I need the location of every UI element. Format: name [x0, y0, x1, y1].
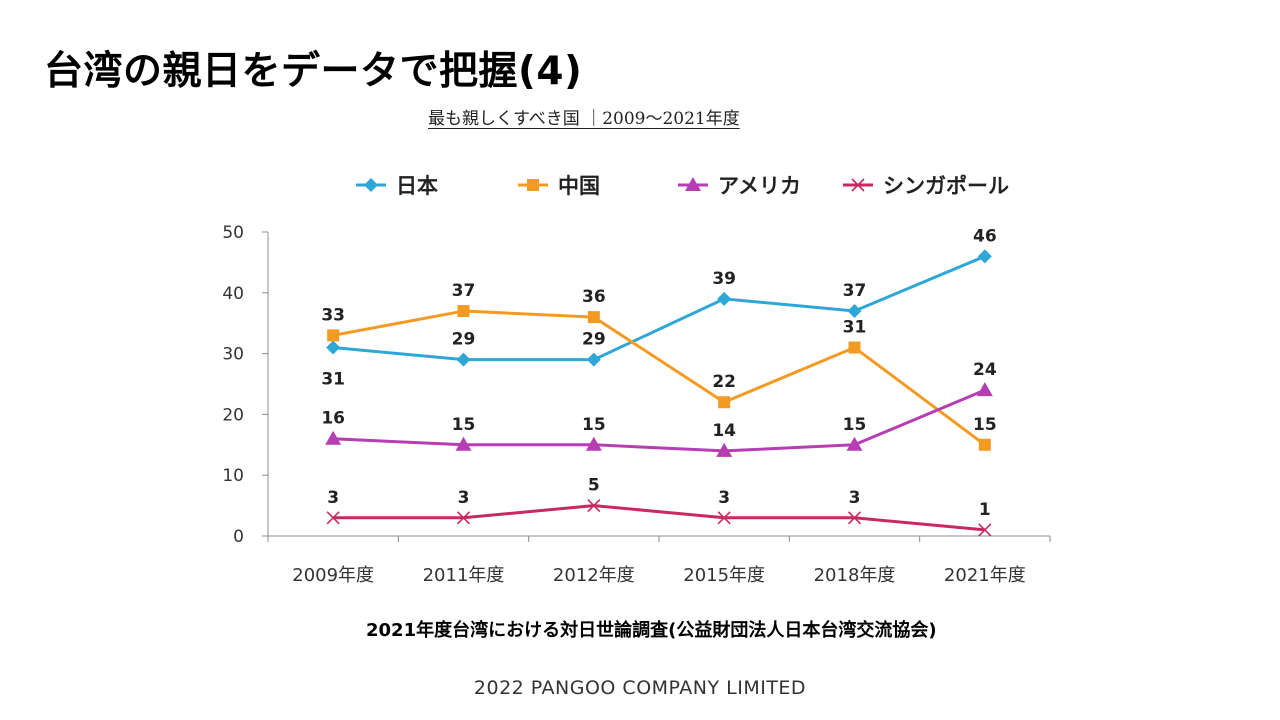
legend-item: 日本 [356, 174, 438, 198]
data-label: 39 [712, 269, 736, 289]
data-label: 36 [582, 287, 606, 307]
y-tick-label: 0 [233, 527, 244, 547]
data-point [456, 352, 471, 367]
data-label: 46 [973, 226, 997, 246]
data-point [978, 523, 992, 537]
data-label: 31 [321, 370, 345, 390]
data-label: 3 [458, 488, 470, 508]
data-point [587, 311, 600, 324]
legend-marker [851, 178, 865, 192]
legend-label: アメリカ [718, 174, 801, 198]
y-tick-label: 40 [222, 284, 244, 304]
data-point [456, 511, 471, 525]
data-label: 15 [973, 415, 997, 435]
data-label: 16 [321, 409, 345, 429]
slide-title: 台湾の親日をデータで把握(4) [44, 49, 583, 94]
chart-axes: 0 10 20 30 40 50 2009年度 2011年度 2012年度 2015年度 2018年… [222, 223, 1051, 586]
data-point [717, 511, 731, 525]
data-point [977, 249, 992, 264]
data-label: 33 [321, 305, 345, 325]
data-point [718, 396, 731, 409]
data-point [846, 436, 863, 451]
data-label: 29 [452, 330, 476, 350]
chart-series [325, 249, 993, 537]
data-label: 29 [582, 330, 606, 350]
y-tick-label: 20 [222, 405, 244, 425]
x-tick-label: 2012年度 [553, 565, 635, 586]
data-point [585, 436, 602, 451]
data-label: 15 [452, 415, 476, 435]
data-point [717, 291, 732, 306]
series-line [333, 388, 986, 453]
data-label: 3 [327, 488, 339, 508]
data-label: 37 [452, 281, 476, 301]
legend-label: シンガポール [883, 174, 1009, 198]
y-tick-label: 30 [222, 345, 244, 365]
data-point [848, 341, 861, 354]
data-point [586, 352, 601, 367]
x-tick-label: 2009年度 [292, 565, 374, 586]
data-label: 14 [712, 421, 736, 441]
series-line [332, 309, 986, 447]
data-label: 22 [712, 372, 736, 392]
chart-legend: 日本 中国 アメリカ シンガポール [356, 174, 1009, 198]
data-point [326, 340, 341, 355]
data-label: 3 [849, 488, 861, 508]
footer-text: 2022 PANGOO COMPANY LIMITED [473, 677, 807, 699]
data-label: 24 [973, 360, 997, 380]
data-point [976, 382, 993, 397]
data-point [327, 329, 340, 342]
data-point [587, 499, 601, 513]
data-point [847, 511, 862, 525]
data-point [326, 511, 340, 525]
data-label: 15 [843, 415, 867, 435]
data-point [847, 304, 862, 319]
chart-title: 最も親しくすべき国 ｜2009～2021年度 [428, 109, 740, 129]
data-label: 31 [843, 318, 867, 338]
data-label: 1 [979, 500, 991, 520]
data-label: 37 [843, 281, 867, 301]
y-tick-label: 10 [222, 466, 244, 486]
legend-marker [685, 177, 701, 191]
legend-marker [364, 178, 378, 192]
legend-marker [527, 179, 539, 191]
data-point [455, 436, 472, 451]
legend-item: アメリカ [678, 174, 801, 198]
footer-copyright: 2022 PANGOO COMPANY LIMITED [0, 677, 1280, 699]
legend-label: 日本 [396, 174, 438, 198]
x-tick-label: 2018年度 [814, 565, 896, 586]
data-label: 5 [588, 476, 600, 496]
data-label: 3 [718, 488, 730, 508]
series-line [333, 254, 986, 362]
data-label: 15 [582, 415, 606, 435]
y-tick-label: 50 [222, 223, 244, 243]
data-point [325, 430, 342, 445]
x-tick-label: 2021年度 [944, 565, 1026, 586]
data-point [457, 305, 470, 318]
x-tick-label: 2011年度 [423, 565, 505, 586]
data-point [716, 442, 733, 457]
legend-label: 中国 [558, 174, 600, 198]
legend-item: 中国 [518, 174, 600, 198]
source-note: 2021年度台湾における対日世論調査(公益財団法人日本台湾交流協会) [366, 620, 937, 641]
series-line [333, 504, 985, 532]
data-point [978, 438, 991, 451]
legend-item: シンガポール [843, 174, 1009, 198]
x-tick-label: 2015年度 [683, 565, 765, 586]
